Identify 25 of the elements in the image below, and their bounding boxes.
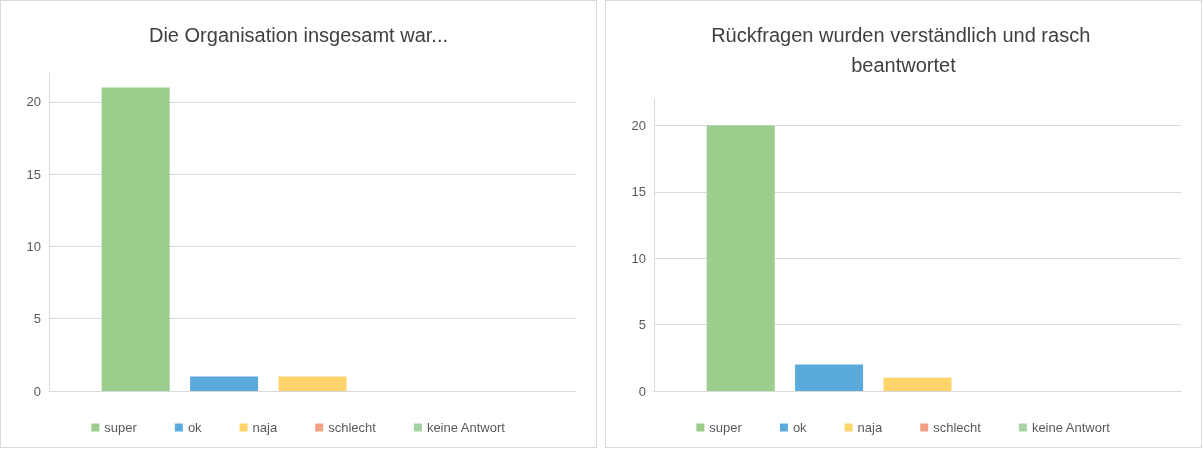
bar (795, 364, 864, 391)
bar (883, 377, 952, 391)
legend-label: naja (857, 420, 883, 435)
legend-label: schlecht (328, 420, 377, 435)
legend-label: schlecht (933, 420, 982, 435)
chart-title: Rückfragen wurden verständlich und rasch beantwortet (711, 24, 1096, 76)
y-tick-label: 15 (631, 184, 646, 200)
legend-label: super (709, 420, 743, 435)
legend-label: ok (792, 420, 808, 435)
y-tick-label: 20 (631, 118, 646, 134)
chart-title: Die Organisation insgesamt war... (148, 24, 449, 46)
y-tick-label: 20 (26, 94, 41, 110)
y-tick-label: 10 (26, 238, 41, 254)
legend-label: naja (252, 420, 278, 435)
y-tick-label: 5 (638, 317, 646, 333)
legend-label: keine Antwort (1031, 420, 1111, 435)
legend-label: super (104, 420, 138, 435)
y-tick-label: 10 (631, 250, 646, 266)
bar (706, 125, 775, 391)
legend-label: keine Antwort (426, 420, 506, 435)
y-tick-label: 15 (26, 166, 41, 182)
y-tick-label: 0 (33, 383, 41, 399)
y-tick-label: 5 (33, 311, 41, 327)
legend-label: ok (187, 420, 203, 435)
y-tick-label: 0 (638, 383, 646, 399)
